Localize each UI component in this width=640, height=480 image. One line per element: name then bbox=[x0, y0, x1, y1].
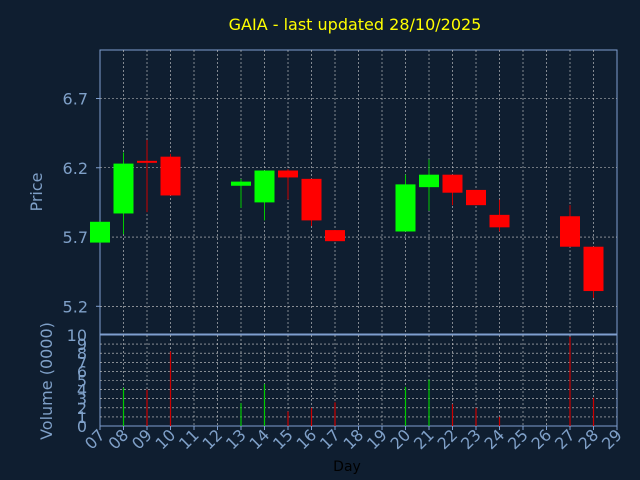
candle-body-07 bbox=[90, 221, 110, 243]
volume-tick-label: 10 bbox=[67, 326, 87, 345]
candle-body-24 bbox=[489, 214, 510, 228]
price-axis-label: Price bbox=[27, 172, 46, 211]
volume-tick-label: 1 bbox=[77, 408, 87, 427]
price-tick-label: 5.2 bbox=[63, 297, 88, 316]
volume-tick-label: 9 bbox=[77, 335, 87, 354]
candle-body-27 bbox=[560, 216, 580, 247]
candlesticks bbox=[90, 140, 604, 298]
price-tick-label: 5.7 bbox=[63, 228, 88, 247]
candle-body-17 bbox=[325, 230, 345, 242]
volume-grid bbox=[100, 335, 617, 426]
volume-axis-label: Volume (0000) bbox=[37, 322, 56, 440]
volume-tick-label: 6 bbox=[77, 362, 87, 381]
candle-body-15 bbox=[278, 170, 298, 178]
volume-tick-label: 3 bbox=[77, 390, 87, 409]
volume-tick-label: 8 bbox=[77, 344, 87, 363]
candle-body-23 bbox=[466, 189, 486, 206]
candle-body-16 bbox=[301, 178, 322, 221]
candle-body-20 bbox=[395, 184, 416, 232]
candle-body-10 bbox=[160, 156, 181, 196]
price-y-tick-labels: 5.2 5.7 6.2 6.7 bbox=[63, 89, 100, 316]
price-tick-label: 6.2 bbox=[63, 159, 88, 178]
x-tick-label: 29 bbox=[598, 425, 626, 453]
candle-body-08 bbox=[113, 163, 134, 214]
volume-tick-label: 7 bbox=[77, 353, 87, 372]
candle-body-21 bbox=[419, 174, 439, 188]
x-axis-label: Day bbox=[333, 459, 361, 475]
volume-tick-label: 0 bbox=[77, 417, 87, 436]
volume-tick-label: 4 bbox=[77, 381, 87, 400]
volume-tick-label: 5 bbox=[77, 372, 87, 391]
candle-body-14 bbox=[254, 170, 275, 203]
price-tick-label: 6.7 bbox=[63, 89, 88, 108]
candle-body-28 bbox=[583, 246, 604, 292]
candle-body-09 bbox=[137, 160, 157, 163]
chart-title: GAIA - last updated 28/10/2025 bbox=[229, 15, 482, 34]
volume-tick-label: 2 bbox=[77, 399, 87, 418]
x-tick-labels: 0708091011121314151617181920212223242526… bbox=[81, 425, 626, 453]
volume-bars bbox=[122, 336, 595, 426]
candle-body-22 bbox=[442, 174, 463, 193]
candle-body-13 bbox=[231, 181, 251, 186]
price-panel: 5.2 5.7 6.2 6.7 Price bbox=[27, 49, 618, 335]
